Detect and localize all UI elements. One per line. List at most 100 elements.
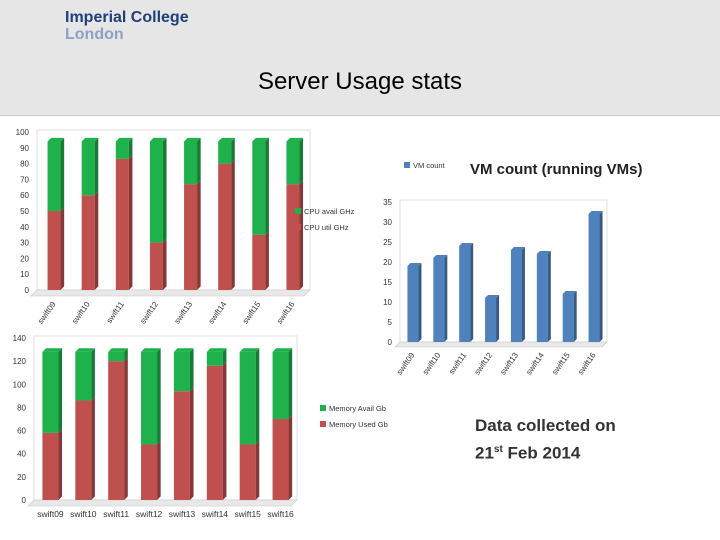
vm-bar [459,246,471,342]
note-line-2: 21st Feb 2014 [475,438,616,466]
vm-bar-side [599,211,603,342]
vm-xtick-label: swift12 [473,351,495,377]
cpu-bar-side [60,207,65,290]
mem-bar-side [124,348,128,362]
cpu-bar-top [47,137,65,142]
cpu-ytick-label: 20 [20,254,29,263]
cpu-bar-side [231,160,235,290]
cpu-bar [286,141,300,185]
cpu-legend-swatch [295,208,301,214]
mem-floor [27,499,298,507]
vm-ytick-label: 20 [383,258,392,267]
mem-xtick-label: swift13 [169,509,196,519]
cpu-bar-side [197,180,201,290]
cpu-bar [252,141,266,235]
cpu-bar-top [218,137,235,142]
vm-ytick-label: 5 [388,318,393,327]
cpu-bar-top [115,137,133,142]
vm-bar [407,266,419,342]
vm-bar [588,214,600,342]
mem-chart: 0 20 40 60 80 100 120 140 swift09 swift10 swift11 s… [13,334,388,519]
vm-legend-label: VM count [413,161,446,170]
cpu-bar-top [286,137,304,142]
vm-bar-top [433,255,448,258]
vm-xtick-label: swift09 [395,351,417,377]
mem-bar [272,351,289,419]
cpu-xtick-label: swift15 [241,300,263,326]
mem-bar-side [91,396,95,500]
cpu-bar-side [128,155,133,290]
vm-ytick-label: 0 [388,338,393,347]
cpu-bar [184,141,198,185]
mem-legend-swatch [320,421,326,427]
cpu-bar [218,141,232,164]
vm-bar-top [562,291,577,294]
mem-bar-side [222,362,227,500]
mem-bar-side [222,348,227,366]
mem-bar-top [206,348,227,352]
mem-bar-top [108,348,128,352]
mem-ytick-label: 120 [13,357,27,366]
cpu-bar-side [94,191,99,290]
vm-ytick-label: 25 [383,238,392,247]
cpu-xtick-label: swift09 [36,300,58,326]
mem-bar-side [288,415,293,500]
mem-bar-side [58,429,63,500]
cpu-bar-side [94,137,99,196]
vm-ytick-label: 10 [383,298,392,307]
cpu-xtick-label: swift13 [173,300,195,326]
mem-bar-side [91,348,95,401]
mem-bar-side [157,440,161,500]
cpu-bar-top [81,137,99,142]
cpu-bar [81,195,95,290]
mem-bar [239,351,256,445]
mem-bar-side [255,440,260,500]
vm-xtick-label: swift14 [524,351,546,377]
cpu-bar-top [184,137,201,142]
mem-bar [141,444,158,500]
mem-ytick-label: 80 [17,403,26,412]
cpu-ytick-label: 100 [16,128,30,137]
cpu-bar [252,234,266,290]
vm-bar-side [521,247,525,342]
mem-bar [75,351,92,401]
mem-bar-side [58,348,63,433]
cpu-bar [286,184,300,290]
cpu-legend-label: CPU avail GHz [304,207,355,216]
vm-xtick-label: swift11 [447,351,469,377]
cpu-bar [47,141,61,211]
cpu-bar [184,184,198,290]
note-day: 21 [475,443,494,463]
mem-bar [272,419,289,500]
data-note: Data collected on 21st Feb 2014 [475,414,616,466]
mem-bar-top [75,348,95,352]
vm-xtick-label: swift16 [576,351,598,377]
mem-bar-side [255,348,260,445]
mem-bar [206,351,223,366]
mem-bar [75,400,92,500]
cpu-bar [149,242,163,290]
mem-bar-top [173,348,194,352]
mem-xtick-label: swift09 [37,509,64,519]
mem-bar-top [272,348,293,352]
vm-bar-side [573,291,577,342]
cpu-legend-swatch [295,224,301,230]
cpu-ytick-label: 30 [20,239,29,248]
cpu-bar-side [231,137,235,164]
cpu-ytick-label: 10 [20,270,29,279]
cpu-bar [115,158,129,290]
vm-floor [394,341,608,348]
mem-ytick-label: 60 [17,427,26,436]
mem-bar [173,351,190,392]
slide-header: Imperial College London Server Usage sta… [0,0,720,116]
cpu-xtick-label: swift16 [275,300,297,326]
vm-bar-top [485,295,500,298]
mem-ytick-label: 0 [22,496,27,505]
mem-bar-top [141,348,161,352]
cpu-legend-label: CPU util GHz [304,223,349,232]
cpu-bar-side [162,137,167,243]
cpu-bar-top [149,137,167,142]
mem-ytick-label: 40 [17,450,26,459]
cpu-bar [218,163,232,290]
